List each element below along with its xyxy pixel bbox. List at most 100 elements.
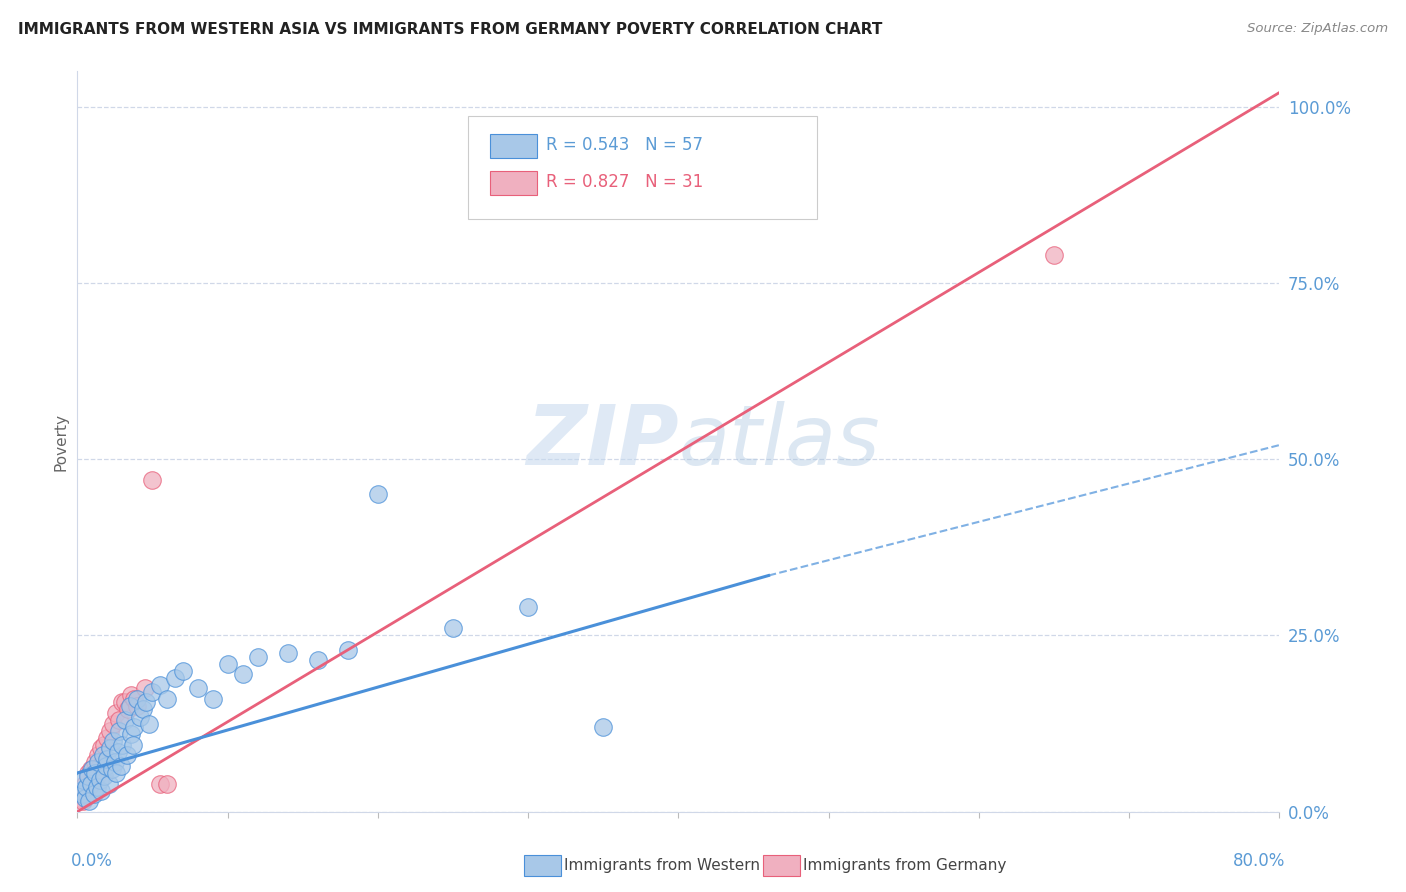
Point: [86, 769, 108, 783]
Point: [73, 776, 96, 790]
Point: [127, 698, 149, 713]
Point: [104, 756, 127, 770]
Point: [149, 776, 172, 790]
Point: [69, 790, 91, 805]
Point: [117, 702, 139, 716]
Text: R = 0.543   N = 57: R = 0.543 N = 57: [546, 136, 703, 154]
Point: [103, 734, 125, 748]
Point: [156, 776, 179, 790]
Point: [114, 695, 136, 709]
Point: [592, 720, 614, 734]
Point: [120, 727, 142, 741]
Point: [107, 745, 129, 759]
Point: [79, 794, 101, 808]
Point: [70, 787, 93, 801]
Point: [114, 713, 136, 727]
Point: [100, 723, 122, 738]
Point: [96, 752, 118, 766]
Text: ZIP: ZIP: [526, 401, 679, 482]
Point: [100, 741, 122, 756]
Point: [127, 692, 149, 706]
Point: [75, 787, 97, 801]
Point: [86, 780, 108, 794]
Point: [93, 769, 115, 783]
Point: [90, 783, 112, 797]
Point: [94, 759, 117, 773]
Text: 0.0%: 0.0%: [72, 853, 114, 871]
Point: [72, 772, 94, 787]
Point: [89, 759, 111, 773]
Point: [75, 780, 97, 794]
Point: [441, 621, 464, 635]
Point: [105, 706, 128, 720]
Point: [82, 763, 104, 777]
Point: [83, 787, 105, 801]
Point: [70, 783, 93, 797]
Text: R = 0.827   N = 31: R = 0.827 N = 31: [546, 173, 703, 192]
Point: [246, 649, 269, 664]
Point: [105, 766, 128, 780]
Point: [124, 720, 146, 734]
Point: [111, 695, 134, 709]
Text: IMMIGRANTS FROM WESTERN ASIA VS IMMIGRANTS FROM GERMANY POVERTY CORRELATION CHAR: IMMIGRANTS FROM WESTERN ASIA VS IMMIGRAN…: [18, 22, 883, 37]
Text: Immigrants from Germany: Immigrants from Germany: [803, 858, 1007, 872]
Text: Source: ZipAtlas.com: Source: ZipAtlas.com: [1247, 22, 1388, 36]
Point: [129, 709, 152, 723]
Point: [149, 678, 172, 692]
Point: [138, 716, 160, 731]
Point: [72, 794, 94, 808]
Point: [201, 692, 224, 706]
Point: [1043, 248, 1066, 262]
Point: [69, 783, 91, 797]
Point: [115, 748, 138, 763]
Point: [232, 667, 254, 681]
Point: [118, 698, 141, 713]
Point: [89, 772, 111, 787]
Point: [93, 738, 115, 752]
Point: [73, 790, 96, 805]
Y-axis label: Poverty: Poverty: [53, 412, 69, 471]
Point: [84, 766, 107, 780]
Point: [97, 776, 120, 790]
Point: [79, 780, 101, 794]
Point: [101, 763, 124, 777]
Point: [82, 772, 104, 787]
Point: [91, 748, 114, 763]
Point: [163, 671, 186, 685]
Point: [336, 642, 359, 657]
Point: [87, 748, 110, 763]
Point: [87, 756, 110, 770]
Point: [135, 695, 157, 709]
Point: [84, 756, 107, 770]
Point: [132, 702, 155, 716]
Point: [90, 741, 112, 756]
Point: [120, 689, 142, 703]
Point: [80, 763, 103, 777]
Text: 80.0%: 80.0%: [1233, 853, 1285, 871]
Point: [186, 681, 209, 696]
Point: [217, 657, 239, 671]
Text: atlas: atlas: [679, 401, 880, 482]
Point: [307, 653, 329, 667]
Point: [108, 713, 131, 727]
Point: [134, 681, 156, 696]
Point: [110, 759, 132, 773]
FancyBboxPatch shape: [489, 171, 537, 195]
Point: [108, 723, 131, 738]
Point: [124, 692, 146, 706]
Point: [122, 738, 145, 752]
FancyBboxPatch shape: [468, 116, 817, 219]
Point: [277, 646, 299, 660]
Point: [156, 692, 179, 706]
Point: [111, 738, 134, 752]
Point: [172, 664, 194, 678]
Point: [141, 685, 163, 699]
Point: [96, 731, 118, 745]
Point: [141, 473, 163, 487]
Point: [517, 600, 540, 615]
Point: [76, 766, 98, 780]
Point: [103, 716, 125, 731]
Text: Immigrants from Western Asia: Immigrants from Western Asia: [564, 858, 797, 872]
FancyBboxPatch shape: [489, 135, 537, 158]
Point: [76, 769, 98, 783]
